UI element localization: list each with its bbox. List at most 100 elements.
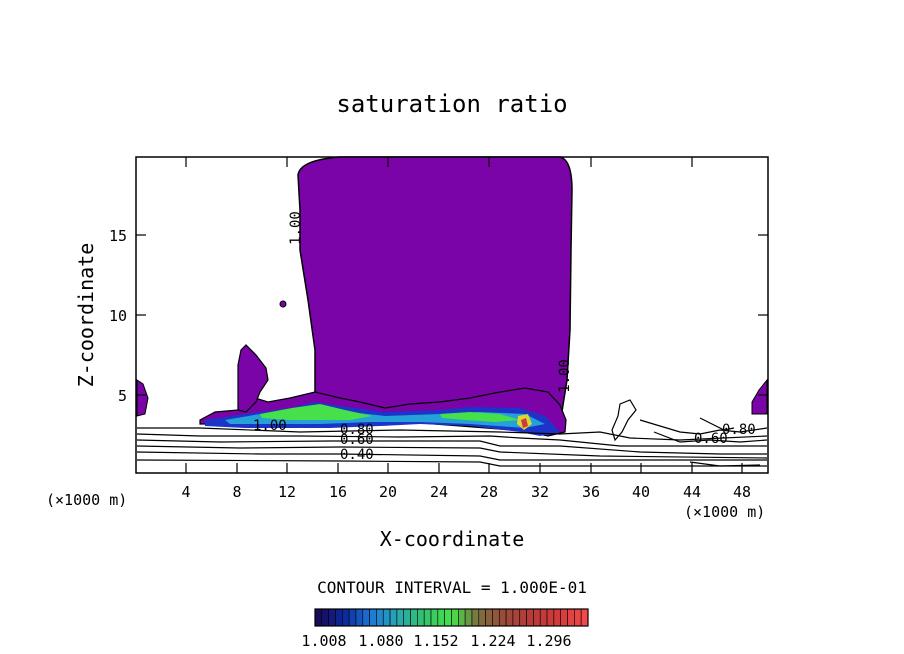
colorbar-cell [355, 608, 364, 627]
contour-line [611, 399, 637, 442]
contour-label: 0.40 [340, 447, 374, 463]
colorbar-cell [348, 608, 357, 627]
colorbar-cell [526, 608, 534, 627]
colorbar-cell [533, 608, 541, 627]
colorbar-cell [512, 608, 521, 627]
supersaturation-streaks [205, 402, 560, 436]
x-tick-label: 24 [430, 483, 448, 501]
streak-green [260, 404, 372, 420]
y-ticks [136, 234, 768, 396]
colorbar-cell [553, 608, 561, 627]
contour-label: 0.60 [694, 431, 728, 447]
contour-line [136, 433, 767, 447]
colorbar-cell [560, 608, 568, 627]
x-tick-label: 12 [278, 483, 296, 501]
colorbar-tick-label: 1.224 [470, 632, 515, 650]
contour-label: 0.80 [340, 422, 374, 438]
chart-title: saturation ratio [336, 90, 567, 118]
colorbar-cell [580, 608, 589, 627]
x-tick-labels: 4 8 12 16 20 24 28 32 36 40 44 48 [181, 483, 751, 501]
colorbar-cell [437, 608, 445, 627]
contour-line [136, 439, 767, 455]
x-ticks [185, 157, 743, 473]
y-axis-label: Z-coordinate [74, 243, 98, 388]
colorbar-cell [505, 608, 514, 627]
x-tick-label: 40 [632, 483, 650, 501]
x-unit-left: (×1000 m) [46, 491, 127, 509]
colorbar-tick-label: 1.152 [413, 632, 458, 650]
x-tick-label: 20 [379, 483, 397, 501]
contour-line [136, 459, 767, 467]
colorbar-tick-label: 1.008 [301, 632, 346, 650]
colorbar-cell [389, 608, 398, 627]
contour-line [136, 445, 768, 459]
colorbar-tick-label: 1.296 [526, 632, 571, 650]
contour-line [639, 419, 768, 435]
contour-label: 0.60 [340, 432, 374, 448]
saturated-region-right-edge [751, 378, 768, 415]
colorbar-cell [417, 608, 425, 627]
colorbar-cell [464, 608, 473, 627]
saturated-region-tower [237, 344, 269, 413]
colorbar-cell [485, 608, 493, 627]
x-unit-right: (×1000 m) [684, 503, 765, 521]
colorbar-cell [471, 608, 480, 627]
colorbar-tick-labels: 1.008 1.080 1.152 1.224 1.296 [301, 632, 571, 650]
contour-line [136, 451, 767, 461]
colorbar-cell [567, 608, 575, 627]
colorbar-cell [444, 608, 452, 627]
streak-red [521, 418, 528, 428]
x-tick-label: 32 [531, 483, 549, 501]
colorbar [314, 608, 589, 627]
colorbar-cell [498, 608, 507, 627]
colorbar-cell [382, 608, 391, 627]
colorbar-tick-label: 1.080 [358, 632, 403, 650]
x-tick-label: 44 [683, 483, 701, 501]
colorbar-cell [574, 608, 582, 627]
contour-label: 1.00 [557, 359, 573, 393]
colorbar-cell [376, 608, 384, 627]
colorbar-cell [341, 608, 350, 627]
x-tick-label: 8 [232, 483, 241, 501]
colorbar-cell [539, 608, 548, 627]
colorbar-cell [423, 608, 432, 627]
colorbar-cell [492, 608, 500, 627]
y-tick-label: 5 [118, 387, 127, 405]
x-tick-label: 16 [329, 483, 347, 501]
x-tick-label: 4 [181, 483, 190, 501]
contour-interval-text: CONTOUR INTERVAL = 1.000E-01 [317, 578, 587, 597]
contour-labels: 1.00 1.00 1.00 0.80 0.60 0.40 0.80 0.60 [253, 211, 756, 463]
colorbar-cell [458, 608, 466, 627]
y-tick-labels: 5 10 15 [109, 227, 127, 405]
colorbar-cell [335, 608, 343, 627]
colorbar-cell [410, 608, 418, 627]
y-tick-label: 10 [109, 307, 127, 325]
colorbar-frame [314, 608, 589, 627]
saturated-region-left-edge [136, 379, 149, 417]
contour-line [699, 417, 735, 431]
colorbar-cell [519, 608, 527, 627]
x-tick-label: 48 [733, 483, 751, 501]
contour-line [689, 461, 761, 467]
colorbar-cell [328, 608, 336, 627]
colorbar-cell [362, 608, 370, 627]
colorbar-cell [369, 608, 377, 627]
contour-label: 1.00 [253, 418, 287, 434]
plot-area: 1.00 1.00 1.00 0.80 0.60 0.40 0.80 0.60 [135, 156, 769, 474]
contour-line [137, 427, 768, 441]
colorbar-cell [314, 608, 323, 627]
y-tick-label: 15 [109, 227, 127, 245]
colorbar-cell [478, 608, 486, 627]
colorbar-cell [403, 608, 411, 627]
contour-label: 0.80 [722, 422, 756, 438]
x-tick-label: 36 [582, 483, 600, 501]
subsaturation-contours [136, 399, 768, 467]
colorbar-cell [396, 608, 405, 627]
colorbar-cell [451, 608, 459, 627]
contour-label: 1.00 [288, 211, 304, 245]
x-tick-label: 28 [480, 483, 498, 501]
colorbar-cell [546, 608, 555, 627]
x-axis-label: X-coordinate [380, 527, 525, 551]
colorbar-cell [430, 608, 439, 627]
